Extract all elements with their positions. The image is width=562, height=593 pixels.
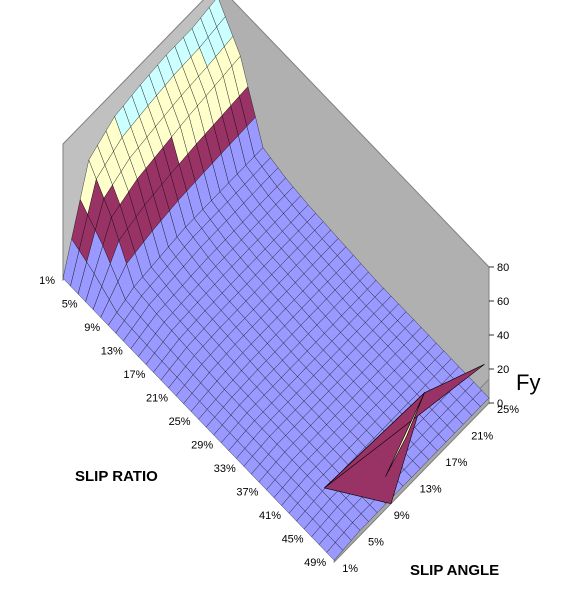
slip-ratio-tick-label: 1%: [39, 275, 55, 287]
slip-angle-tick-label: 17%: [445, 457, 467, 469]
slip-ratio-tick-label: 29%: [191, 440, 213, 452]
fy-tick-label: 60: [497, 296, 509, 308]
slip-angle-tick-label: 21%: [471, 431, 493, 443]
slip-ratio-tick-label: 33%: [214, 463, 236, 475]
slip-ratio-tick-label: 5%: [62, 299, 78, 311]
slip-ratio-tick-label: 25%: [169, 416, 191, 428]
fy-axis-title: Fy: [516, 370, 540, 395]
slip-angle-tick-label: 1%: [342, 563, 358, 575]
fy-tick-label: 40: [497, 330, 509, 342]
slip-angle-tick-label: 9%: [394, 510, 410, 522]
slip-angle-tick-label: 5%: [368, 537, 384, 549]
slip-ratio-tick-label: 37%: [236, 487, 258, 499]
fy-tick-label: 80: [497, 262, 509, 274]
fy-tick-label: 0: [497, 398, 503, 410]
slip-ratio-tick-label: 45%: [282, 534, 304, 546]
slip-ratio-ticks: 1% 5% 9%13%17%21%25%29%33%37%41%45%49%: [39, 275, 326, 569]
slip-ratio-tick-label: 21%: [146, 393, 168, 405]
fy-ticks: 0 20 40 60 80: [489, 262, 509, 410]
slip-ratio-tick-label: 41%: [259, 510, 281, 522]
slip-angle-tick-label: 13%: [420, 484, 442, 496]
slip-angle-title: SLIP ANGLE: [410, 562, 499, 579]
slip-angle-ticks: 1% 5% 9% 13% 17% 21% 25%: [342, 404, 519, 575]
slip-ratio-tick-label: 9%: [84, 322, 100, 334]
front-peak-surface: [323, 364, 485, 505]
slip-angle-tick-label: 25%: [497, 404, 519, 416]
slip-ratio-tick-label: 13%: [101, 346, 123, 358]
slip-ratio-tick-label: 17%: [123, 369, 145, 381]
surface-cell: [326, 542, 344, 561]
slip-ratio-title: SLIP RATIO: [75, 468, 158, 485]
front-peak-facet: [385, 392, 425, 477]
slip-ratio-tick-label: 49%: [304, 557, 326, 569]
front-peak-facet: [324, 364, 485, 489]
fy-tick-label: 20: [497, 364, 509, 376]
surface-mesh: [62, 0, 490, 561]
